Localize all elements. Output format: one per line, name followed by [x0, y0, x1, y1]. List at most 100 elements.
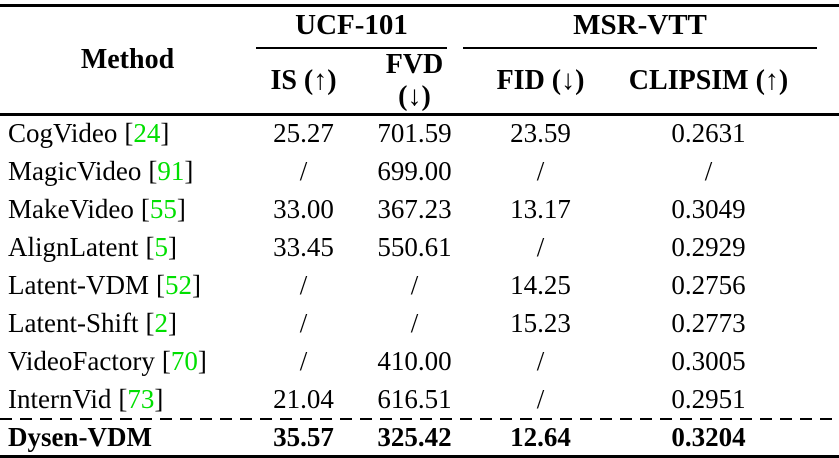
bracket-open: [ — [148, 155, 158, 186]
fvd-cell: / — [410, 269, 419, 300]
clipsim-cell: 0.3204 — [671, 421, 746, 452]
bracket-close: ] — [184, 155, 194, 186]
method-name: InternVid — [8, 383, 112, 414]
citation-number: 55 — [149, 193, 177, 224]
bracket-close: ] — [167, 307, 177, 338]
fid-cell: / — [536, 155, 545, 186]
method-name: AlignLatent — [8, 231, 139, 262]
citation-link[interactable]: [2] — [145, 308, 177, 338]
fvd-cell: 701.59 — [377, 118, 452, 149]
fid-cell: 14.25 — [510, 269, 571, 300]
table-row: VideoFactory [70] / 410.00 / 0.3005 — [0, 342, 839, 380]
bracket-open: [ — [161, 345, 171, 376]
table-row: InternVid [73] 21.04 616.51 / 0.2951 — [0, 380, 839, 418]
method-cell: Latent-VDM [52] — [0, 266, 255, 304]
fid-cell: 23.59 — [510, 118, 571, 149]
is-cell: / — [299, 307, 308, 338]
bracket-close: ] — [154, 383, 164, 414]
table-header: Method UCF-101 MSR-VTT IS (↑) FVD (↓) FI… — [0, 5, 839, 116]
citation-link[interactable]: [70] — [162, 346, 207, 376]
fvd-cell: 550.61 — [377, 231, 452, 262]
column-header-fvd: FVD (↓) — [352, 48, 464, 116]
fvd-cell: 616.51 — [377, 383, 452, 414]
method-name: VideoFactory — [8, 345, 155, 376]
column-header-method: Method — [0, 5, 255, 116]
fvd-cell: 325.42 — [377, 421, 452, 452]
method-name: CogVideo — [8, 118, 118, 149]
method-name: Latent-VDM — [8, 269, 149, 300]
citation-number: 91 — [157, 155, 185, 186]
sub-header-row: IS (↑) FVD (↓) FID (↓) CLIPSIM (↑) — [0, 48, 839, 116]
method-cell: Dysen-VDM — [8, 421, 152, 452]
fvd-cell: 367.23 — [377, 193, 452, 224]
table-row: Latent-Shift [2] / / 15.23 0.2773 — [0, 304, 839, 342]
clipsim-cell: / — [704, 155, 713, 186]
group-header-msrvtt: MSR-VTT — [463, 6, 839, 49]
method-cell: VideoFactory [70] — [0, 342, 255, 380]
method-name: MakeVideo — [8, 193, 134, 224]
clipsim-cell: 0.3049 — [671, 193, 746, 224]
bracket-open: [ — [118, 383, 128, 414]
method-cell: MagicVideo [91] — [0, 152, 255, 190]
is-cell: / — [299, 155, 308, 186]
clipsim-cell: 0.2756 — [671, 269, 746, 300]
citation-link[interactable]: [24] — [124, 118, 169, 148]
is-cell: 35.57 — [273, 421, 334, 452]
citation-link[interactable]: [5] — [145, 232, 177, 262]
fvd-cell: / — [410, 307, 419, 338]
citation-number: 70 — [170, 345, 198, 376]
method-cell: AlignLatent [5] — [0, 228, 255, 266]
is-cell: 33.45 — [273, 231, 334, 262]
bracket-close: ] — [197, 345, 207, 376]
method-name: Latent-Shift — [8, 307, 139, 338]
group-header-msrvtt-label: MSR-VTT — [463, 9, 818, 49]
group-header-ucf101-label: UCF-101 — [256, 9, 448, 49]
is-cell: / — [299, 269, 308, 300]
clipsim-cell: 0.3005 — [671, 345, 746, 376]
method-cell: InternVid [73] — [0, 380, 255, 418]
fid-cell: / — [536, 231, 545, 262]
fid-cell: 15.23 — [510, 307, 571, 338]
citation-link[interactable]: [91] — [148, 156, 193, 186]
bracket-open: [ — [155, 269, 165, 300]
citation-number: 52 — [164, 269, 192, 300]
bracket-close: ] — [167, 231, 177, 262]
highlight-row-dysen-vdm: Dysen-VDM 35.57 325.42 12.64 0.3204 — [0, 420, 839, 456]
table-row: Latent-VDM [52] / / 14.25 0.2756 — [0, 266, 839, 304]
results-table: Method UCF-101 MSR-VTT IS (↑) FVD (↓) FI… — [0, 4, 839, 458]
bracket-close: ] — [160, 118, 170, 149]
table-body: CogVideo [24] 25.27 701.59 23.59 0.2631 M… — [0, 114, 839, 456]
dashed-separator-cell — [0, 418, 839, 420]
method-name: MagicVideo — [8, 155, 142, 186]
bracket-open: [ — [145, 231, 155, 262]
is-cell: / — [299, 345, 308, 376]
citation-link[interactable]: [73] — [118, 384, 163, 414]
fid-cell: 12.64 — [510, 421, 571, 452]
clipsim-cell: 0.2951 — [671, 383, 746, 414]
group-header-row: Method UCF-101 MSR-VTT — [0, 5, 839, 116]
fid-cell: 13.17 — [510, 193, 571, 224]
citation-number: 5 — [154, 231, 168, 262]
table-row: CogVideo [24] 25.27 701.59 23.59 0.2631 — [0, 114, 839, 152]
citation-link[interactable]: [52] — [156, 270, 201, 300]
group-header-ucf101: UCF-101 — [255, 6, 463, 49]
fid-cell: / — [536, 345, 545, 376]
bracket-close: ] — [176, 193, 186, 224]
table-row: MagicVideo [91] / 699.00 / / — [0, 152, 839, 190]
clipsim-cell: 0.2631 — [671, 118, 746, 149]
table-row: MakeVideo [55] 33.00 367.23 13.17 0.3049 — [0, 190, 839, 228]
citation-link[interactable]: [55] — [141, 194, 186, 224]
bracket-close: ] — [191, 269, 201, 300]
table-row: AlignLatent [5] 33.45 550.61 / 0.2929 — [0, 228, 839, 266]
is-cell: 33.00 — [273, 193, 334, 224]
column-header-clipsim: CLIPSIM (↑) — [618, 48, 839, 116]
clipsim-cell: 0.2773 — [671, 307, 746, 338]
fvd-cell: 699.00 — [377, 155, 452, 186]
dashed-separator-row — [0, 418, 839, 420]
citation-number: 2 — [154, 307, 168, 338]
bracket-open: [ — [124, 118, 134, 149]
fid-cell: / — [536, 383, 545, 414]
bracket-open: [ — [145, 307, 155, 338]
citation-number: 73 — [127, 383, 155, 414]
fvd-cell: 410.00 — [377, 345, 452, 376]
